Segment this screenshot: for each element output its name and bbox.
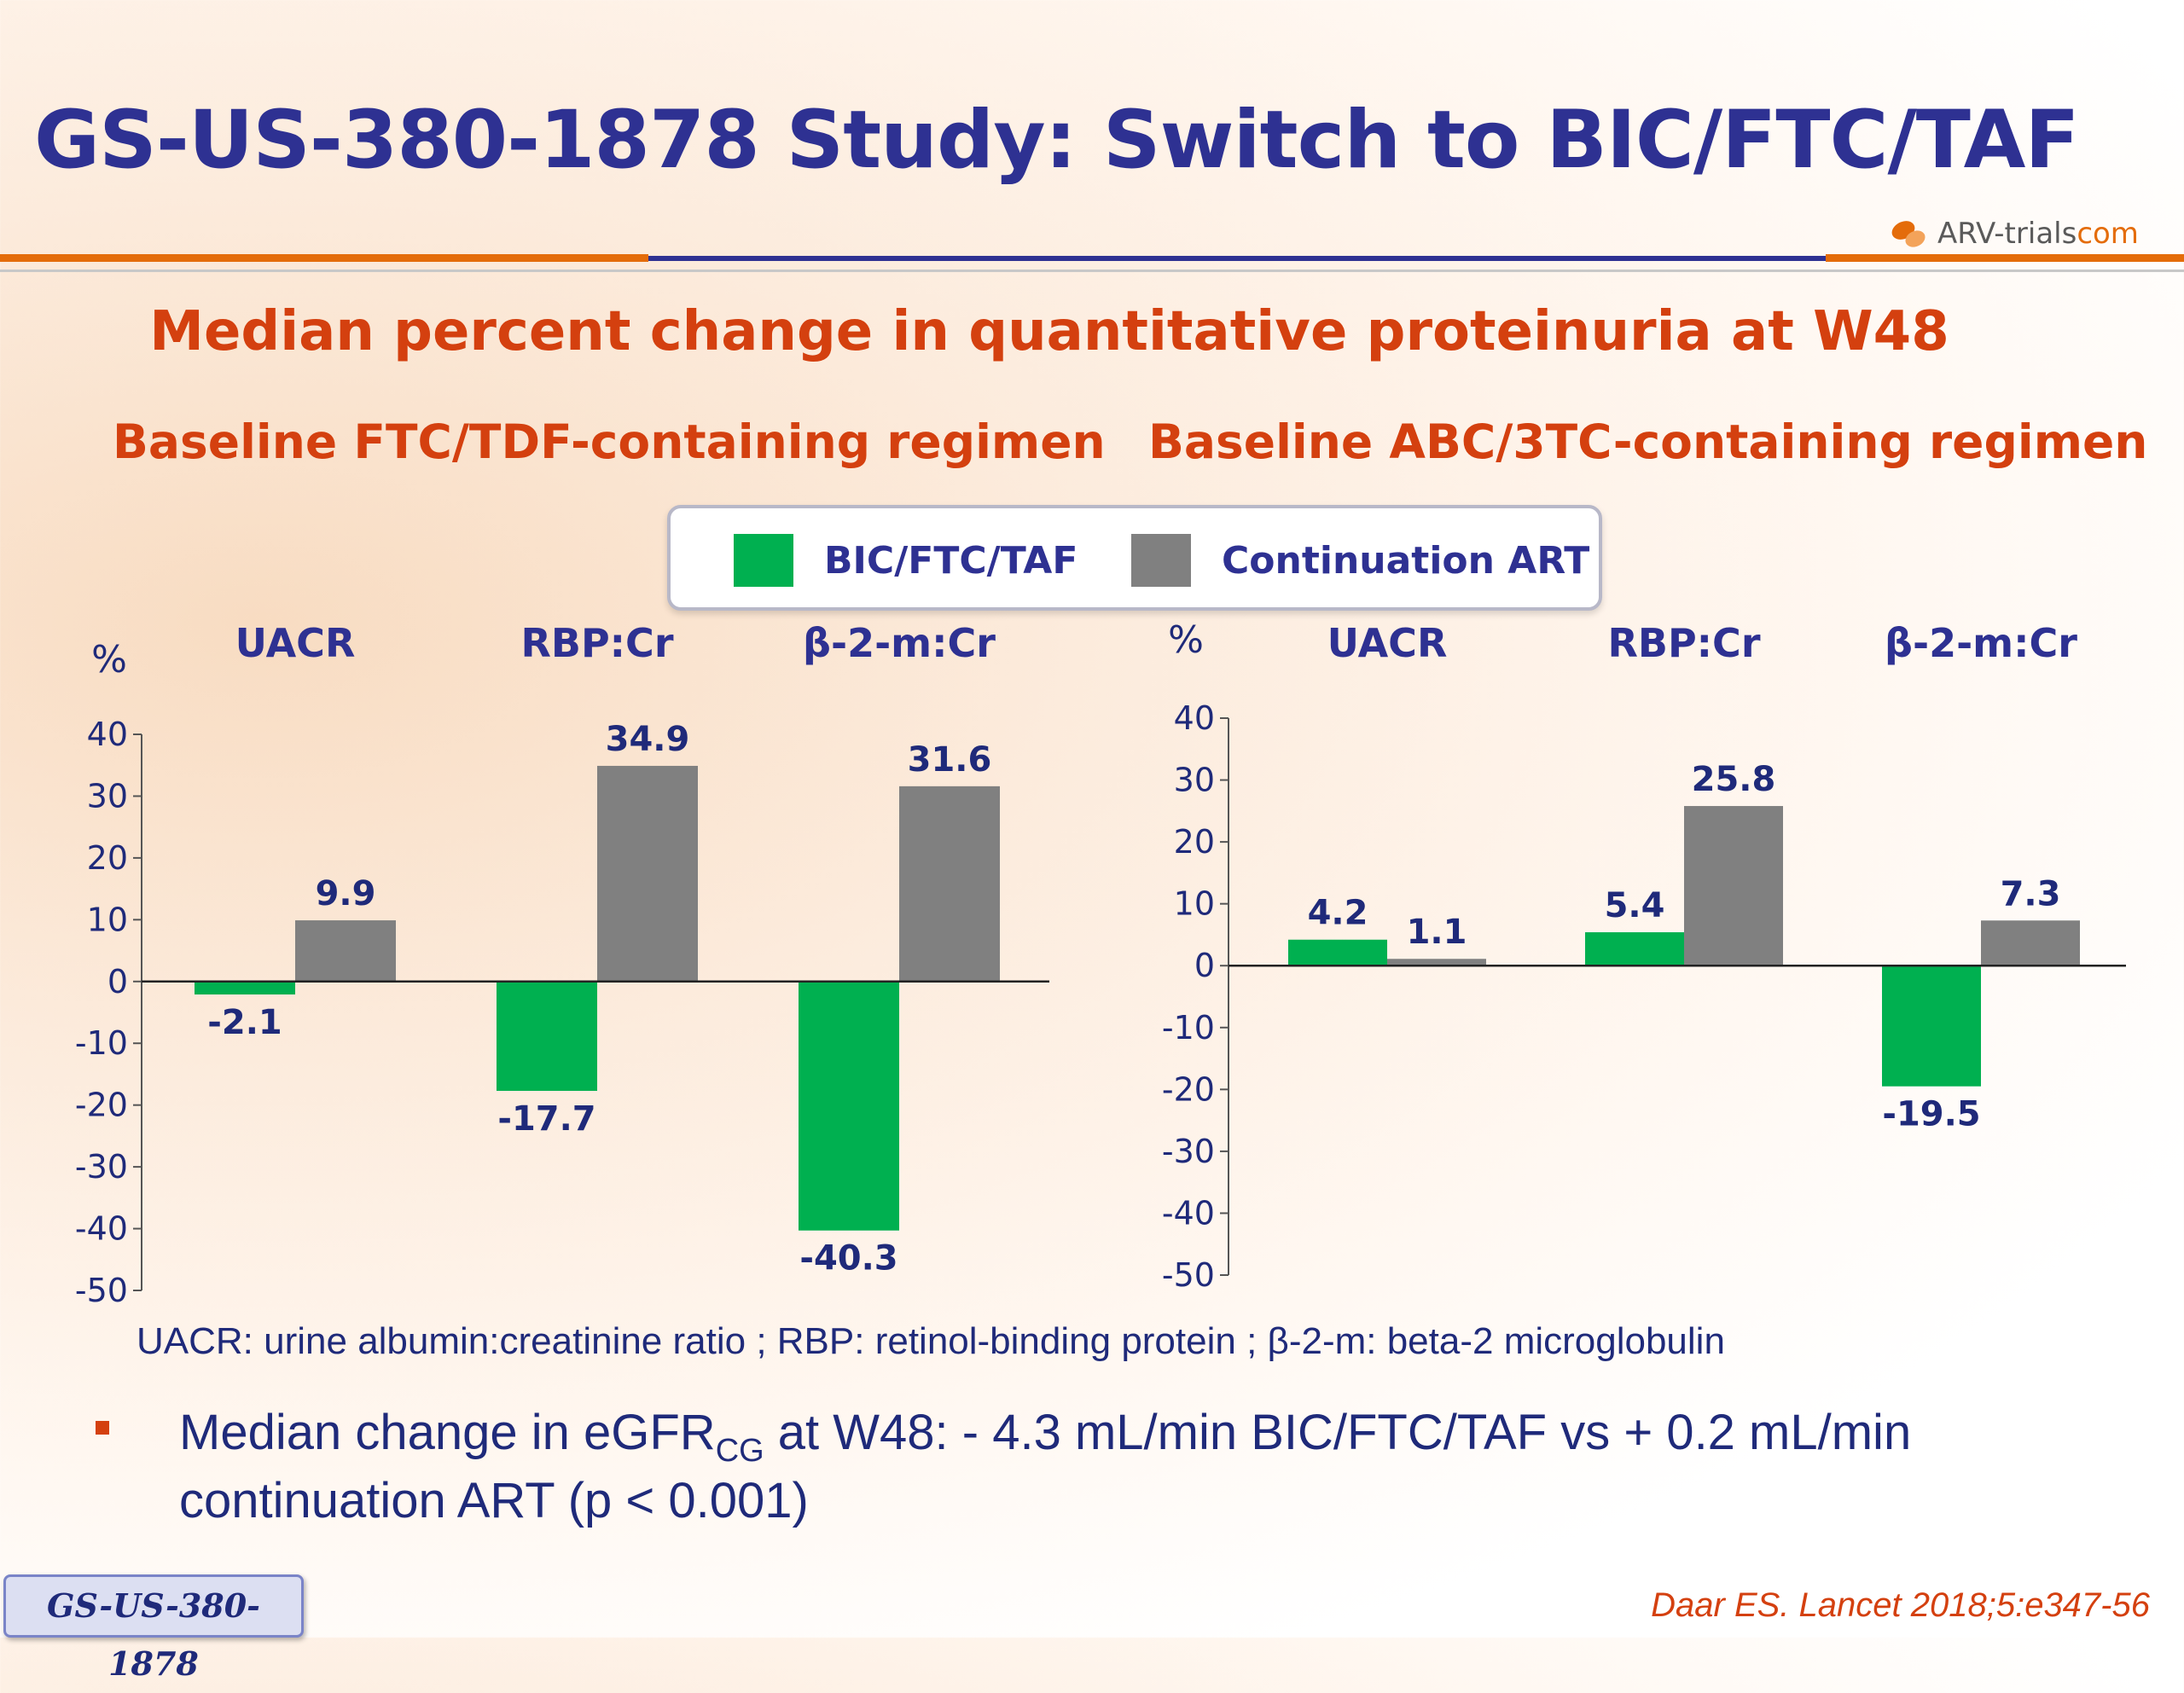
logo-suffix: com bbox=[2077, 217, 2139, 251]
bar-bic bbox=[497, 981, 597, 1092]
header-accent-right bbox=[1826, 254, 2184, 262]
category-label: β-2-m:Cr bbox=[803, 620, 996, 666]
category-label: RBP:Cr bbox=[1607, 620, 1760, 666]
y-tick-label: -30 bbox=[1162, 1133, 1215, 1170]
legend-label-continuation: Continuation ART bbox=[1222, 538, 1590, 583]
data-label: 34.9 bbox=[606, 720, 690, 759]
data-label: 7.3 bbox=[2001, 874, 2061, 913]
bar-bic bbox=[1288, 939, 1387, 966]
y-tick-label: -40 bbox=[75, 1210, 128, 1248]
y-tick-label: -30 bbox=[75, 1148, 128, 1186]
logo-text: ARV-trials bbox=[1937, 217, 2077, 251]
egfr-prefix: Median change in eGFR bbox=[179, 1405, 716, 1460]
bar-continuation bbox=[1387, 959, 1486, 966]
chart-ftc-tdf: % 40 30 20 10 0 -10 -20 -30 -40 -50 UACR RBP:Cr β-2-m… bbox=[75, 620, 1049, 1309]
reference-citation: Daar ES. Lancet 2018;5:e347-56 bbox=[1651, 1586, 2150, 1624]
study-badge: GS-US-380-1878 bbox=[3, 1574, 304, 1683]
bar-continuation bbox=[899, 786, 1000, 982]
left-panel-title: Baseline FTC/TDF-containing regimen bbox=[113, 415, 1106, 469]
legend-swatch-continuation bbox=[1131, 534, 1191, 587]
right-panel-title: Baseline ABC/3TC-containing regimen bbox=[1148, 415, 2148, 469]
header-shadow-rule bbox=[0, 270, 2184, 272]
y-tick-label: -50 bbox=[1162, 1256, 1215, 1294]
category-label: β-2-m:Cr bbox=[1885, 620, 2077, 666]
bar-continuation bbox=[1684, 806, 1783, 966]
y-tick-label: 10 bbox=[87, 901, 128, 938]
data-label: -40.3 bbox=[799, 1239, 897, 1278]
category-label: RBP:Cr bbox=[520, 620, 673, 666]
legend-item-continuation: Continuation ART bbox=[1131, 534, 1589, 587]
y-tick-label: 10 bbox=[1174, 885, 1215, 923]
y-axis-label: % bbox=[91, 638, 127, 681]
chart-abc-3tc: % 40 30 20 10 0 -10 -20 -30 -40 -50 UACR RBP:Cr β-2-m… bbox=[1162, 618, 2126, 1294]
header-rule bbox=[0, 256, 2184, 261]
bullet-marker bbox=[96, 1421, 109, 1435]
y-tick-label: -40 bbox=[1162, 1194, 1215, 1232]
chart-legend: BIC/FTC/TAF Continuation ART bbox=[667, 505, 1602, 611]
header-accent-left bbox=[0, 254, 648, 262]
bar-bic bbox=[1882, 965, 1981, 1087]
y-tick-label: 40 bbox=[87, 716, 128, 753]
y-tick-label: 20 bbox=[87, 839, 128, 877]
data-label: 31.6 bbox=[908, 740, 992, 780]
bar-bic bbox=[799, 981, 899, 1231]
egfr-bullet: Median change in eGFRCG at W48: - 4.3 mL… bbox=[179, 1399, 2141, 1535]
legend-item-bic: BIC/FTC/TAF bbox=[734, 534, 1077, 587]
abbreviation-footnote: UACR: urine albumin:creatinine ratio ; R… bbox=[136, 1320, 1725, 1362]
category-label: UACR bbox=[235, 620, 356, 666]
arv-trials-logo: ARV-trialscom bbox=[1890, 213, 2139, 254]
egfr-suffix: at W48: - 4.3 mL/min BIC/FTC/TAF vs + 0.… bbox=[179, 1405, 1912, 1528]
data-label: -19.5 bbox=[1882, 1095, 1980, 1134]
pill-icon bbox=[1890, 217, 1929, 251]
y-tick-label: 0 bbox=[107, 963, 128, 1000]
legend-swatch-bic bbox=[734, 534, 793, 587]
bar-bic bbox=[195, 981, 295, 994]
y-tick-label: -20 bbox=[75, 1087, 128, 1124]
y-tick-label: 0 bbox=[1194, 947, 1215, 984]
slide-subtitle: Median percent change in quantitative pr… bbox=[149, 300, 1949, 363]
y-tick-label: -20 bbox=[1162, 1070, 1215, 1108]
data-label: -17.7 bbox=[497, 1099, 595, 1139]
y-tick-label: 20 bbox=[1174, 823, 1215, 861]
y-tick-label: -10 bbox=[1162, 1009, 1215, 1047]
data-label: -2.1 bbox=[207, 1003, 282, 1042]
bar-continuation bbox=[295, 920, 396, 982]
bar-bic bbox=[1585, 932, 1684, 966]
egfr-subscript: CG bbox=[715, 1433, 764, 1469]
category-label: UACR bbox=[1327, 620, 1448, 666]
y-axis-label: % bbox=[1168, 618, 1204, 662]
data-label: 9.9 bbox=[316, 874, 376, 913]
data-label: 5.4 bbox=[1605, 886, 1665, 925]
bar-continuation bbox=[597, 765, 698, 982]
y-tick-label: -50 bbox=[75, 1272, 128, 1309]
legend-label-bic: BIC/FTC/TAF bbox=[824, 538, 1078, 583]
slide-title: GS-US-380-1878 Study: Switch to BIC/FTC/… bbox=[34, 94, 2080, 187]
y-tick-label: -10 bbox=[75, 1024, 128, 1062]
bar-continuation bbox=[1981, 920, 2080, 966]
data-label: 4.2 bbox=[1308, 894, 1368, 933]
y-tick-label: 30 bbox=[1174, 762, 1215, 799]
y-tick-label: 40 bbox=[1174, 699, 1215, 737]
data-label: 1.1 bbox=[1407, 913, 1467, 952]
y-tick-label: 30 bbox=[87, 777, 128, 815]
data-label: 25.8 bbox=[1692, 760, 1776, 799]
